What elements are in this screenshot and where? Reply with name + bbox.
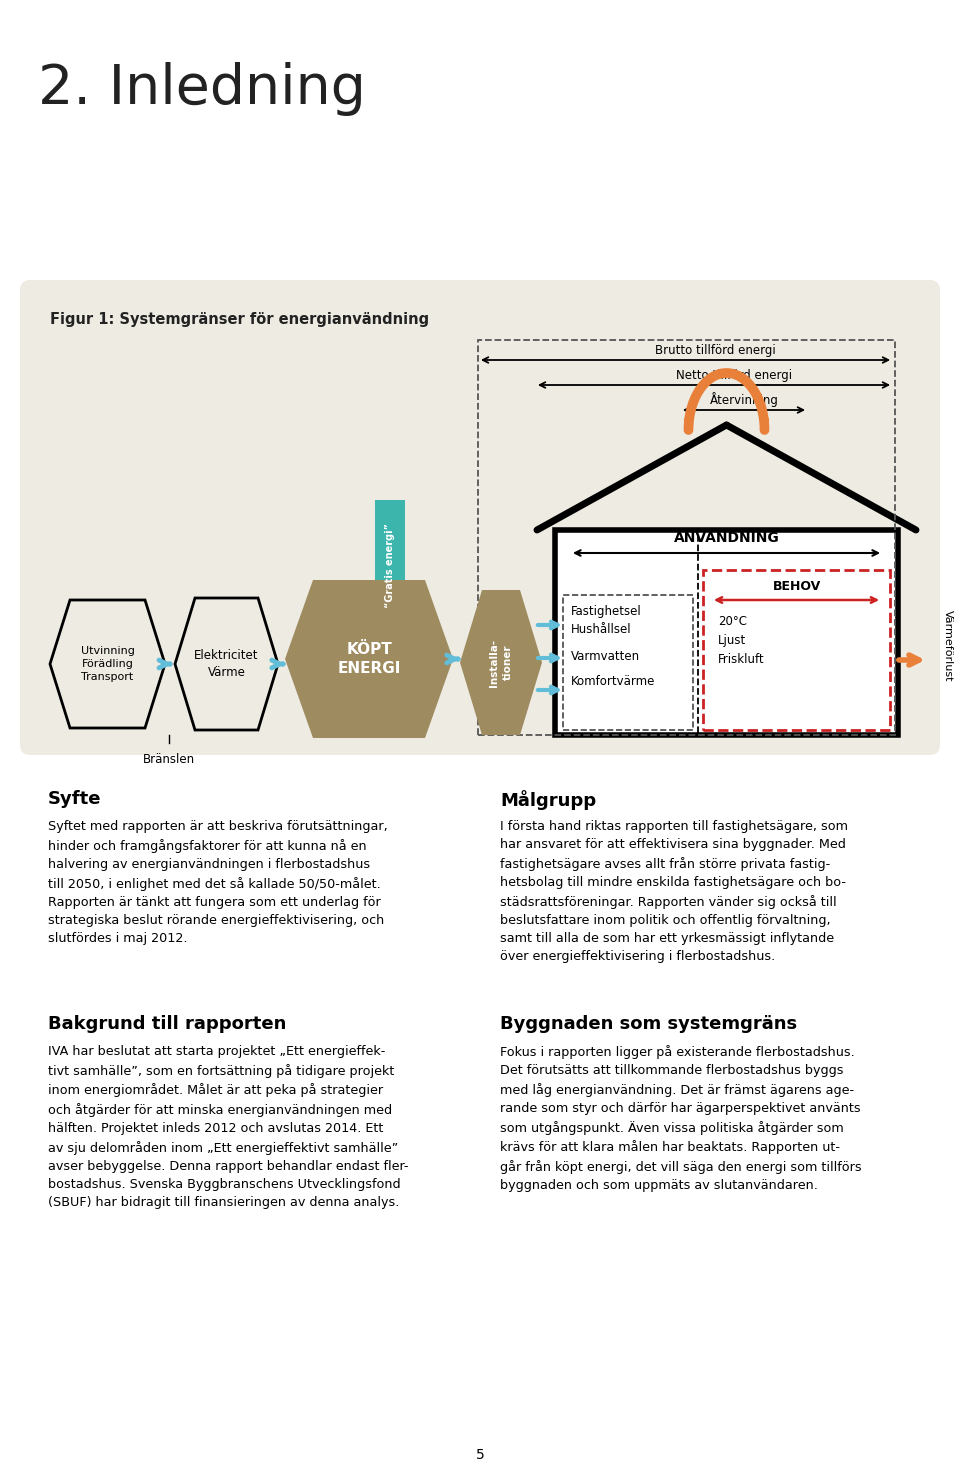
- Text: Syftet med rapporten är att beskriva förutsättningar,
hinder och framgångsfaktor: Syftet med rapporten är att beskriva för…: [48, 820, 388, 945]
- Text: Elektricitet
Värme: Elektricitet Värme: [194, 649, 259, 679]
- Text: Värmeförlust: Värmeförlust: [943, 610, 953, 682]
- Text: Varmvatten: Varmvatten: [571, 649, 640, 663]
- Text: “Gratis energi”: “Gratis energi”: [385, 523, 395, 608]
- Polygon shape: [357, 499, 423, 649]
- Text: BEHOV: BEHOV: [773, 580, 821, 593]
- Text: KÖPT
ENERGI: KÖPT ENERGI: [337, 642, 400, 676]
- Text: Figur 1: Systemgränser för energianvändning: Figur 1: Systemgränser för energianvändn…: [50, 311, 429, 328]
- Bar: [555, 530, 898, 734]
- Text: 2. Inledning: 2. Inledning: [38, 62, 366, 116]
- Bar: [563, 595, 693, 730]
- Text: Utvinning
Förädling
Transport: Utvinning Förädling Transport: [81, 646, 134, 682]
- Text: Byggnaden som systemgräns: Byggnaden som systemgräns: [500, 1015, 797, 1033]
- Polygon shape: [285, 580, 453, 737]
- Text: Komfortvärme: Komfortvärme: [571, 674, 656, 687]
- Text: Syfte: Syfte: [48, 790, 102, 808]
- Text: Netto tillförd energi: Netto tillförd energi: [676, 369, 792, 382]
- Text: I första hand riktas rapporten till fastighetsägare, som
har ansvaret för att ef: I första hand riktas rapporten till fast…: [500, 820, 848, 964]
- Bar: [478, 339, 895, 734]
- Text: IVA har beslutat att starta projektet „Ett energieffek-
tivt samhälle”, som en f: IVA har beslutat att starta projektet „E…: [48, 1044, 409, 1209]
- Text: 5: 5: [475, 1448, 485, 1462]
- Text: Installa-
tioner: Installa- tioner: [490, 639, 513, 686]
- Text: Återvinning: Återvinning: [709, 392, 779, 407]
- Text: Brutto tillförd energi: Brutto tillförd energi: [655, 344, 776, 357]
- Text: Målgrupp: Målgrupp: [500, 790, 596, 809]
- Text: 20°C
Ljust
Friskluft: 20°C Ljust Friskluft: [718, 616, 764, 665]
- Text: Bakgrund till rapporten: Bakgrund till rapporten: [48, 1015, 286, 1033]
- Polygon shape: [460, 591, 542, 734]
- Bar: [703, 570, 890, 730]
- FancyBboxPatch shape: [20, 281, 940, 755]
- Text: Fokus i rapporten ligger på existerande flerbostadshus.
Det förutsätts att tillk: Fokus i rapporten ligger på existerande …: [500, 1044, 862, 1193]
- Text: Fastighetsel
Hushållsel: Fastighetsel Hushållsel: [571, 605, 641, 636]
- Text: Bränslen: Bränslen: [143, 754, 195, 765]
- Text: ANVÄNDNING: ANVÄNDNING: [674, 530, 780, 545]
